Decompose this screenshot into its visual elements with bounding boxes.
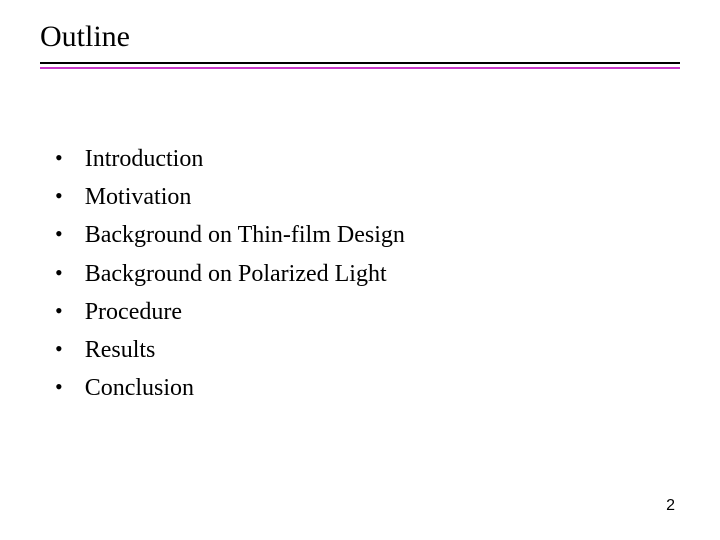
list-item: • Motivation bbox=[55, 182, 680, 213]
title-underline-accent bbox=[40, 67, 680, 69]
outline-list: • Introduction • Motivation • Background… bbox=[40, 144, 680, 404]
list-item: • Procedure bbox=[55, 297, 680, 328]
bullet-icon: • bbox=[55, 144, 63, 173]
bullet-icon: • bbox=[55, 373, 63, 402]
page-number: 2 bbox=[666, 497, 675, 515]
list-item: • Conclusion bbox=[55, 373, 680, 404]
list-item-label: Results bbox=[85, 335, 156, 366]
bullet-icon: • bbox=[55, 259, 63, 288]
slide-container: Outline • Introduction • Motivation • Ba… bbox=[0, 0, 720, 540]
list-item: • Background on Thin-film Design bbox=[55, 220, 680, 251]
bullet-icon: • bbox=[55, 297, 63, 326]
list-item-label: Background on Thin-film Design bbox=[85, 220, 405, 251]
slide-title: Outline bbox=[40, 20, 680, 54]
bullet-icon: • bbox=[55, 182, 63, 211]
list-item-label: Introduction bbox=[85, 144, 204, 175]
list-item-label: Procedure bbox=[85, 297, 182, 328]
list-item: • Results bbox=[55, 335, 680, 366]
title-underline-top bbox=[40, 62, 680, 64]
bullet-icon: • bbox=[55, 220, 63, 249]
list-item-label: Conclusion bbox=[85, 373, 194, 404]
list-item: • Introduction bbox=[55, 144, 680, 175]
bullet-icon: • bbox=[55, 335, 63, 364]
list-item-label: Motivation bbox=[85, 182, 192, 213]
list-item: • Background on Polarized Light bbox=[55, 259, 680, 290]
list-item-label: Background on Polarized Light bbox=[85, 259, 387, 290]
